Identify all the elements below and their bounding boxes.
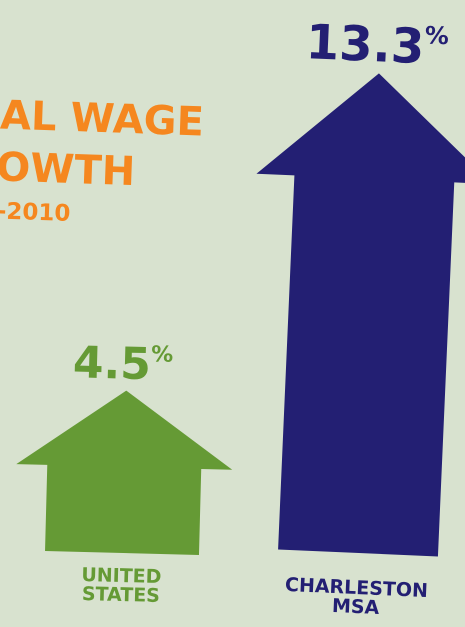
- category-label-united-states-line-2: STATES: [82, 583, 161, 607]
- data-label-unit: %: [424, 21, 449, 50]
- chart-title-line-2: OWTH: [0, 144, 136, 195]
- data-label-number: 4.5: [72, 337, 151, 390]
- chart-title-line-1: AL WAGE: [0, 92, 205, 145]
- data-label-unit: %: [151, 342, 174, 368]
- bar-united-states: [16, 390, 233, 556]
- category-label-united-states-line-1: UNITED: [81, 564, 162, 588]
- data-label-united-states: 4.5%: [72, 337, 173, 391]
- bar-charleston-msa: [256, 73, 465, 557]
- data-label-number: 13.3: [305, 14, 426, 75]
- data-label-charleston-msa: 13.3%: [305, 14, 450, 76]
- chart-title: AL WAGE OWTH -2010: [0, 92, 205, 227]
- chart-subtitle: -2010: [0, 198, 71, 227]
- category-label-charleston-msa-line-2: MSA: [332, 595, 381, 619]
